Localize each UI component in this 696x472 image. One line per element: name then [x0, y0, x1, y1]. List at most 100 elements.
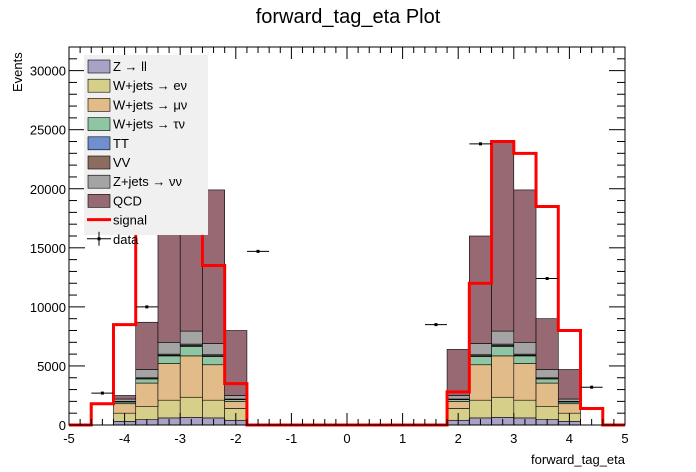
- data-point-0: [100, 391, 104, 395]
- bar-6-20: [513, 342, 537, 355]
- bar-6-4: [157, 342, 181, 355]
- bar-7-3: [135, 321, 159, 370]
- bar-7-17: [446, 349, 470, 396]
- bar-3-19: [491, 346, 515, 357]
- bar-6-22: [557, 398, 581, 402]
- y-tick-label: 10000: [30, 300, 66, 315]
- x-tick-label: 0: [343, 431, 350, 446]
- legend-swatch-0: [87, 59, 111, 74]
- bar-7-2: [113, 395, 137, 400]
- bar-2-21: [535, 382, 559, 407]
- x-tick-label: -4: [119, 431, 131, 446]
- bar-1-18: [469, 399, 492, 419]
- bar-3-20: [513, 355, 537, 364]
- legend-swatch-6: [87, 174, 111, 189]
- y-tick-label: 20000: [30, 182, 66, 197]
- legend-label-5: VV: [113, 155, 131, 170]
- x-tick-label: 2: [455, 431, 462, 446]
- data-point-5: [545, 277, 549, 281]
- bar-6-7: [224, 395, 248, 400]
- legend-label-1: W+jets → eν: [113, 78, 187, 93]
- bar-6-2: [113, 398, 137, 402]
- legend-swatch-4: [87, 136, 111, 151]
- bar-2-3: [135, 382, 159, 407]
- bar-2-19: [491, 355, 515, 398]
- legend: Z → ll W+jets → eν W+jets → μν W+jets → τν T…: [84, 55, 208, 247]
- bar-3-4: [157, 355, 181, 364]
- series-3: [113, 346, 581, 405]
- bar-7-21: [535, 318, 559, 370]
- bar-7-22: [557, 369, 581, 400]
- x-axis-ticks: -5 -4 -3 -2 -1 0 1 2 3 4 5: [63, 47, 629, 446]
- bar-3-21: [535, 378, 559, 384]
- y-tick-label: 0: [59, 418, 66, 433]
- bar-1-19: [491, 396, 515, 418]
- bar-3-6: [202, 356, 225, 366]
- bar-7-18: [469, 235, 492, 344]
- legend-label-0: Z → ll: [113, 59, 147, 74]
- bar-6-6: [202, 343, 225, 356]
- legend-swatch-3: [87, 117, 111, 131]
- bar-1-20: [513, 399, 537, 419]
- bar-1-5: [179, 396, 203, 418]
- bar-1-3: [135, 406, 159, 420]
- bar-7-20: [513, 189, 537, 343]
- data-point-3: [434, 323, 438, 327]
- x-tick-label: -1: [286, 431, 298, 446]
- bar-6-3: [135, 369, 159, 379]
- bar-3-18: [469, 356, 492, 366]
- y-tick-label: 5000: [37, 359, 66, 374]
- x-tick-label: -3: [174, 431, 186, 446]
- data-point-6: [590, 385, 594, 389]
- chart-title: forward_tag_eta Plot: [256, 6, 441, 28]
- legend-label-9: data: [113, 232, 139, 247]
- data-point-2: [256, 249, 260, 253]
- bar-3-5: [179, 346, 203, 357]
- legend-label-8: signal: [113, 213, 147, 228]
- series-2: [113, 355, 581, 414]
- bar-7-19: [491, 141, 515, 332]
- legend-label-7: QCD: [113, 193, 142, 208]
- x-tick-label: -2: [230, 431, 242, 446]
- bar-2-5: [179, 355, 203, 398]
- y-tick-label: 25000: [30, 123, 66, 138]
- bar-7-7: [224, 330, 248, 396]
- bar-3-3: [135, 378, 159, 384]
- x-tick-label: 3: [510, 431, 517, 446]
- bar-6-5: [179, 330, 203, 345]
- y-axis-label: Events: [10, 52, 25, 92]
- legend-label-3: W+jets → τν: [113, 117, 185, 132]
- bar-2-18: [469, 364, 492, 401]
- bar-1-4: [157, 399, 181, 419]
- bar-2-2: [113, 403, 137, 414]
- y-tick-label: 15000: [30, 241, 66, 256]
- legend-swatch-9: [97, 237, 101, 241]
- bar-6-21: [535, 369, 559, 379]
- bar-2-22: [557, 403, 581, 414]
- x-axis-label: forward_tag_eta: [531, 452, 626, 467]
- bar-1-6: [202, 399, 225, 419]
- legend-swatch-7: [87, 194, 111, 208]
- bar-6-19: [491, 330, 515, 345]
- legend-label-2: W+jets → μν: [113, 97, 187, 112]
- bar-2-17: [446, 401, 470, 409]
- data-points: [91, 142, 603, 395]
- legend-swatch-2: [87, 98, 111, 112]
- y-tick-label: 30000: [30, 64, 66, 79]
- x-tick-label: 5: [621, 431, 628, 446]
- data-point-4: [478, 142, 482, 146]
- y-axis-ticks: 0 5000 10000 15000 20000 25000 30000: [30, 46, 625, 433]
- x-tick-label: 1: [399, 431, 406, 446]
- bar-6-18: [469, 343, 492, 356]
- bar-6-17: [446, 395, 470, 400]
- x-tick-label: -5: [63, 431, 75, 446]
- bar-1-21: [535, 406, 559, 420]
- bar-2-6: [202, 364, 225, 401]
- legend-swatch-5: [87, 155, 111, 170]
- bar-2-7: [224, 401, 248, 409]
- legend-label-6: Z+jets → νν: [113, 174, 182, 189]
- legend-label-4: TT: [113, 136, 129, 151]
- legend-swatch-1: [87, 78, 111, 93]
- bar-2-20: [513, 363, 537, 401]
